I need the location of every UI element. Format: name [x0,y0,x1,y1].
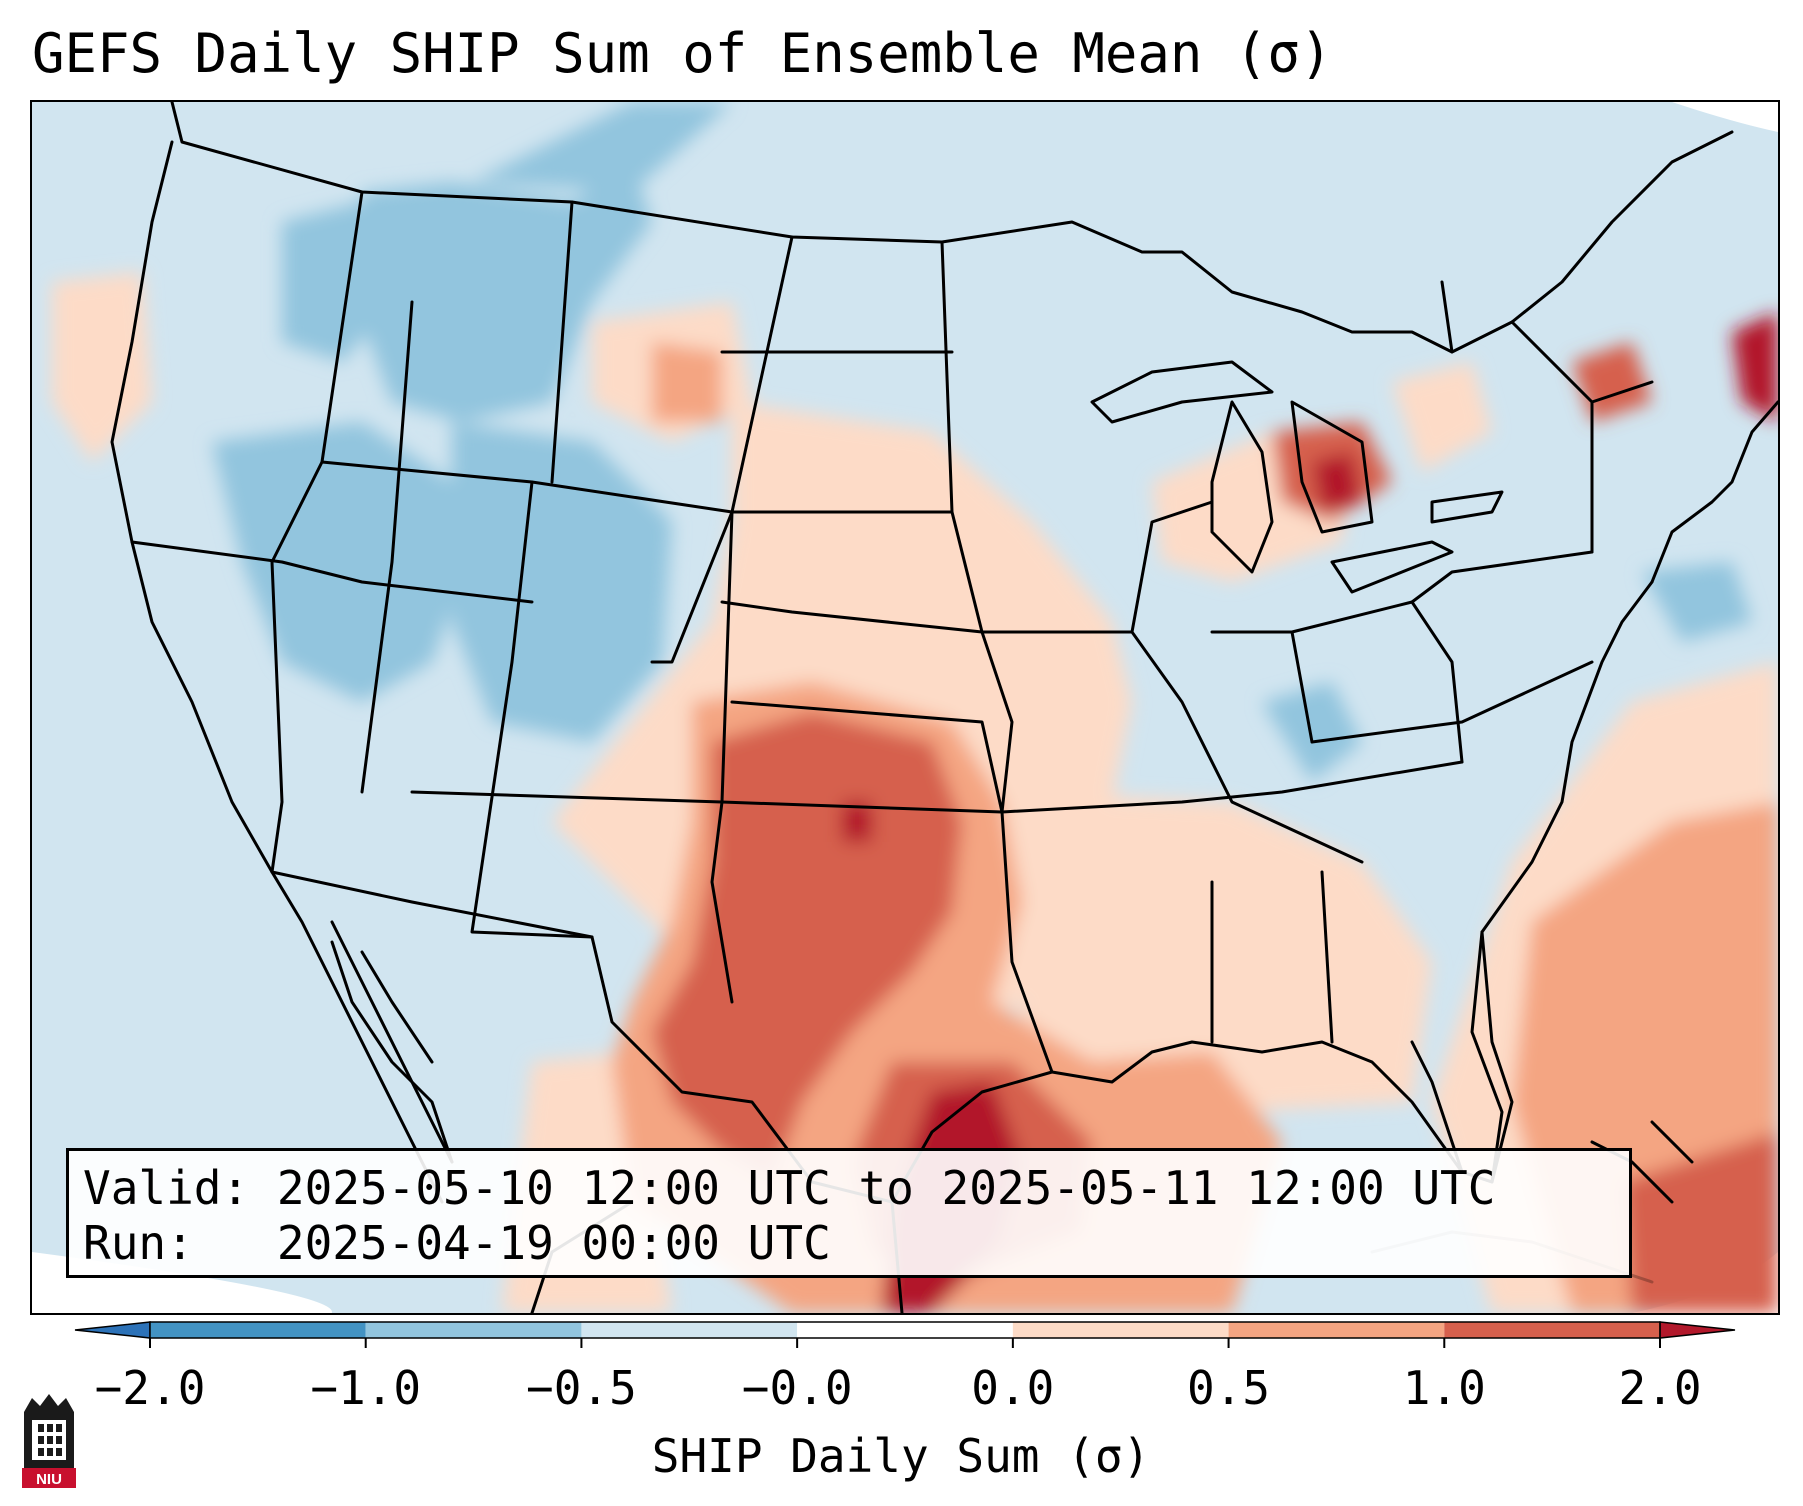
gulf-coast [890,580,1654,1204]
colorbar-tick-label: 0.0 [971,1361,1055,1415]
colorbar-segment [581,1322,798,1338]
ship-anomaly-map [32,102,1778,1313]
valid-label: Valid: [83,1161,250,1215]
colorbar-tick-label: 2.0 [1618,1361,1702,1415]
lake-huron [1290,400,1374,534]
colorbar-tick-label: −0.0 [741,1361,853,1415]
colorbar-segment [1444,1322,1660,1338]
lake-superior [1090,360,1274,424]
projection-edge-ne [1672,102,1778,132]
colorbar-label: SHIP Daily Sum (σ) [651,1429,1151,1483]
niu-logo: NIU [22,1394,76,1488]
valid-time-range: 2025-05-10 12:00 UTC to 2025-05-11 12:00… [276,1161,1496,1215]
run-label: Run: [83,1216,194,1270]
logo-text: NIU [36,1471,62,1488]
colorbar-extend-high [1659,1321,1736,1339]
colorbar-tick-label: −0.5 [526,1361,637,1415]
colorbar-segment [1012,1322,1229,1338]
map-panel [30,100,1780,1315]
colorbar-tick-label: 1.0 [1402,1361,1486,1415]
atlantic-ne-coast [1650,400,1778,584]
colorbar-tick-label: −1.0 [310,1361,422,1415]
lake-michigan [1210,400,1274,574]
west-coast [110,140,444,1204]
colorbar-segment [1228,1322,1445,1338]
boundaries [110,102,1778,1313]
colorbar-tick-label: −2.0 [94,1361,206,1415]
colorbar-segment [797,1322,1013,1338]
colorbar-segment [150,1322,366,1338]
colorbar-extend-low [74,1321,151,1339]
baja-california [330,940,454,1164]
colorbar-tick-label: 0.5 [1187,1361,1271,1415]
lake-erie [1330,540,1454,594]
colorbar-segment [365,1322,582,1338]
map-title: GEFS Daily SHIP Sum of Ensemble Mean (σ) [32,22,1333,85]
valid-run-info-box: Valid: 2025-05-10 12:00 UTC to 2025-05-1… [66,1148,1632,1278]
run-time: 2025-04-19 00:00 UTC [276,1216,831,1270]
colorbar [74,1321,1736,1348]
lake-ontario [1430,490,1504,524]
